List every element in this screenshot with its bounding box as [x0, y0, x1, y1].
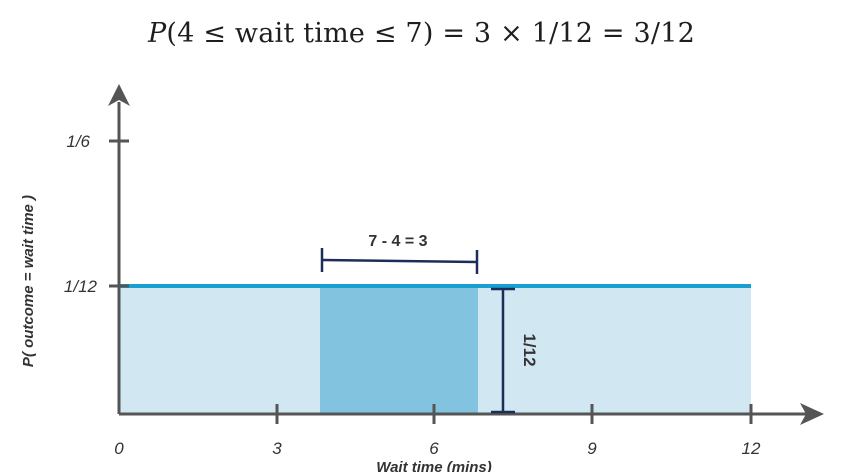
width-label: 7 - 4 = 3	[368, 233, 427, 250]
x-axis-arrowhead	[800, 403, 824, 425]
width-bracket-line	[321, 258, 478, 264]
highlight-area	[320, 286, 478, 414]
formula-expression: (4 ≤ wait time ≤ 7) = 3 × 1/12 = 3/12	[166, 18, 695, 49]
x-tick-label-9: 9	[587, 439, 597, 458]
x-axis-title: Wait time (mins)	[376, 459, 492, 472]
formula-variable: P	[148, 18, 167, 49]
y-tick-label-1-6: 1/6	[66, 132, 90, 151]
y-axis-arrowhead	[108, 84, 130, 106]
probability-formula: P(4 ≤ wait time ≤ 7) = 3 × 1/12 = 3/12	[0, 18, 843, 49]
x-tick-label-12: 12	[742, 439, 761, 458]
x-tick-label-0: 0	[114, 439, 124, 458]
height-label: 1/12	[520, 333, 539, 366]
x-tick-label-6: 6	[429, 439, 439, 458]
y-axis-title: P( outcome = wait time )	[20, 195, 37, 367]
x-tick-label-3: 3	[272, 439, 282, 458]
y-tick-label-1-12: 1/12	[64, 277, 98, 296]
